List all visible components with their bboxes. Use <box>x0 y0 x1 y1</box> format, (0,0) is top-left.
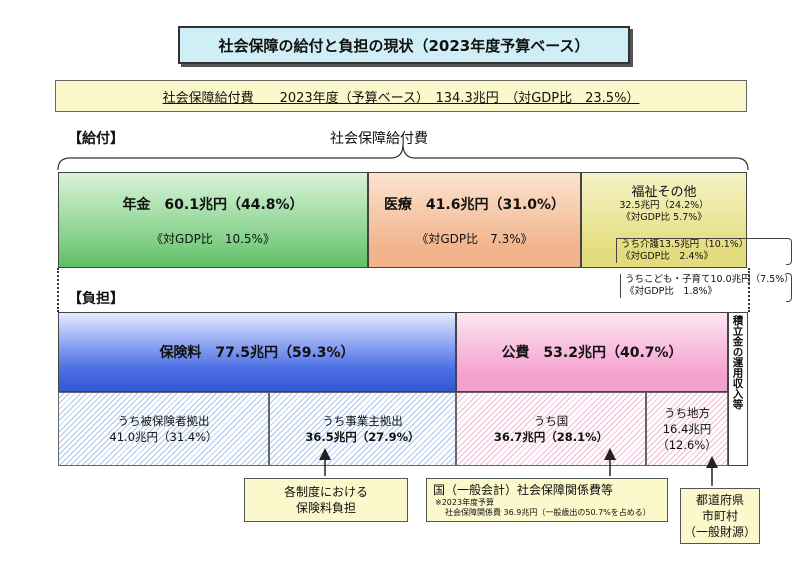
national-callout: 国（一般会計）社会保障関係費等 ※2023年度予算 社会保障関係費 36.9兆円… <box>426 478 668 522</box>
insured-line1: うち被保険者拠出 <box>117 414 210 428</box>
dotted-connector-left <box>57 268 59 312</box>
welfare-label: 福祉その他 <box>631 185 697 200</box>
page-title: 社会保障の給付と負担の現状（2023年度予算ベース） <box>178 26 630 64</box>
welfare-block: 福祉その他 32.5兆円（24.2%） 《対GDP比 5.7%》 <box>581 172 747 268</box>
public-funds-block: 公費 53.2兆円（40.7%） <box>456 312 728 392</box>
local-callout-line1: 都道府県 <box>695 493 744 507</box>
employer-contribution-cell: うち事業主拠出 36.5兆円（27.9%） <box>269 392 456 466</box>
child-line2: 《対GDP比 1.8%》 <box>625 286 718 297</box>
summary-banner: 社会保障給付費 2023年度（予算ベース） 134.3兆円 （対GDP比 23.… <box>55 80 747 112</box>
page-title-text: 社会保障の給付と負担の現状（2023年度予算ベース） <box>218 36 590 55</box>
local-cell: うち地方 16.4兆円 （12.6%） <box>646 392 728 466</box>
child-line1: うちこども・子育て10.0兆円（7.5%） <box>625 274 794 285</box>
premium-callout-line2: 保険料負担 <box>295 501 356 515</box>
brace-label: 社会保障給付費 <box>330 131 428 147</box>
insurance-block: 保険料 77.5兆円（59.3%） <box>58 312 456 392</box>
child-bracket <box>786 273 792 302</box>
medical-block: 医療 41.6兆円（31.0%） 《対GDP比 7.3%》 <box>368 172 581 268</box>
local-line2: 16.4兆円 <box>662 422 712 436</box>
local-callout-line3: （一般財源） <box>683 525 756 539</box>
insurance-label: 保険料 77.5兆円（59.3%） <box>159 345 355 361</box>
welfare-amount: 32.5兆円（24.2%） <box>619 200 709 211</box>
care-line2: 《対GDP比 2.4%》 <box>621 251 714 262</box>
national-line2: 36.7兆円（28.1%） <box>493 430 609 444</box>
burden-section-label: 【負担】 <box>68 291 124 307</box>
dotted-connector-right <box>748 268 750 312</box>
medical-gdp: 《対GDP比 7.3%》 <box>416 231 533 246</box>
local-callout-line2: 市町村 <box>701 509 738 523</box>
benefits-section-label: 【給付】 <box>68 131 124 147</box>
welfare-gdp: 《対GDP比 5.7%》 <box>621 212 707 223</box>
care-line1: うち介護13.5兆円（10.1%） <box>621 239 749 250</box>
reserve-income-block: 積立金の運用収入等 <box>728 312 748 466</box>
premium-callout: 各制度における 保険料負担 <box>244 478 408 522</box>
local-line3: （12.6%） <box>657 438 717 452</box>
national-line1: うち国 <box>533 414 569 428</box>
insured-contribution-cell: うち被保険者拠出 41.0兆円（31.4%） <box>58 392 269 466</box>
insured-line2: 41.0兆円（31.4%） <box>109 430 218 444</box>
reserve-income-label: 積立金の運用収入等 <box>731 315 744 410</box>
medical-label: 医療 41.6兆円（31.0%） <box>383 196 566 213</box>
care-note: うち介護13.5兆円（10.1%） 《対GDP比 2.4%》 <box>616 238 786 263</box>
premium-callout-line1: 各制度における <box>283 485 368 499</box>
local-callout: 都道府県 市町村 （一般財源） <box>680 488 760 544</box>
national-callout-line1: 国（一般会計）社会保障関係費等 <box>433 483 614 497</box>
pension-label: 年金 60.1兆円（44.8%） <box>122 196 304 213</box>
care-bracket <box>786 238 792 265</box>
national-callout-note1: ※2023年度予算 <box>435 498 495 507</box>
public-funds-label: 公費 53.2兆円（40.7%） <box>501 345 683 361</box>
pension-block: 年金 60.1兆円（44.8%） 《対GDP比 10.5%》 <box>58 172 368 268</box>
employer-line2: 36.5兆円（27.9%） <box>305 430 420 444</box>
pension-gdp: 《対GDP比 10.5%》 <box>151 231 275 246</box>
local-line1: うち地方 <box>664 406 710 420</box>
child-note: うちこども・子育て10.0兆円（7.5%） 《対GDP比 1.8%》 <box>620 274 794 298</box>
national-callout-note2: 社会保障関係費 36.9兆円（一般歳出の50.7%を占める） <box>445 508 651 517</box>
benefits-brace <box>57 143 749 171</box>
employer-line1: うち事業主拠出 <box>322 414 403 428</box>
summary-text: 社会保障給付費 2023年度（予算ベース） 134.3兆円 （対GDP比 23.… <box>162 90 640 106</box>
